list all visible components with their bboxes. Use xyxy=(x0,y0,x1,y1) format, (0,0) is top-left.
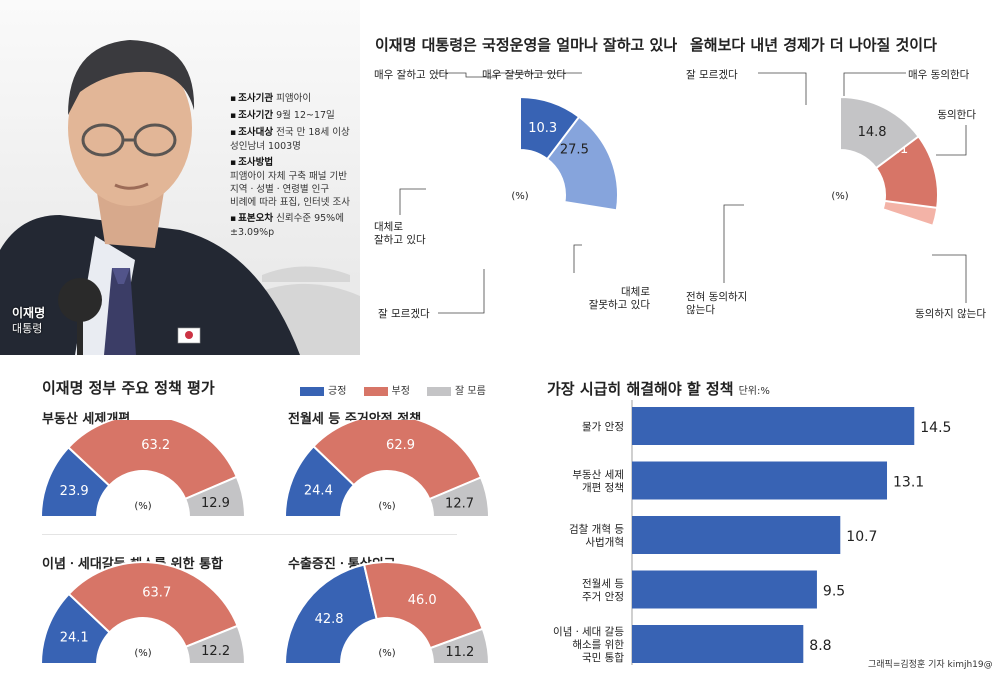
slice-label: 대체로 잘하고 있다 xyxy=(374,221,426,246)
bar xyxy=(632,570,817,609)
policy-eval-legend: 긍정 부정 잘 모름 xyxy=(300,379,498,398)
bar-chart-heading: 가장 시급히 해결해야 할 정책 단위:% xyxy=(547,378,770,399)
bar-chart-title: 가장 시급히 해결해야 할 정책 xyxy=(547,380,734,398)
gauge-segment xyxy=(184,624,247,665)
policy-gauges: 23.9 63.2 12.9 (%) 24.4 62.9 12.7 (%) 24.1 63.7 12… xyxy=(39,420,491,665)
gauge-unit: (%) xyxy=(378,501,395,512)
bar-value: 14.5 xyxy=(920,420,951,436)
survey-info-period: 조사기간 9월 12~17일 xyxy=(230,109,362,123)
president-photo xyxy=(0,0,360,355)
caption-name: 이재명 xyxy=(12,306,46,320)
slice-label: 동의한다 xyxy=(937,109,976,121)
bar-value: 8.8 xyxy=(809,638,831,654)
bar-chart-unit: 단위:% xyxy=(738,386,770,397)
bar-category: 부동산 세제 개편 정책 xyxy=(572,469,624,494)
survey-info-target: 조사대상 전국 만 18세 이상 성인남녀 1003명 xyxy=(230,126,362,153)
slice-label: 잘 모르겠다 xyxy=(686,69,738,81)
callout-line xyxy=(936,125,967,156)
callout-line xyxy=(932,254,967,303)
gauge-value: 12.7 xyxy=(445,496,474,511)
slice-value: 14.8 xyxy=(858,125,887,140)
policy-eval-title: 이재명 정부 주요 정책 평가 xyxy=(42,379,215,397)
legend-negative-swatch xyxy=(363,386,388,396)
gauge-value: 12.2 xyxy=(201,644,230,659)
bar-value: 10.7 xyxy=(846,529,877,545)
policy-divider xyxy=(42,534,457,535)
slice-label: 동의하지 않는다 xyxy=(915,307,986,320)
bar xyxy=(632,516,841,554)
callout-line xyxy=(573,244,582,273)
bar xyxy=(632,625,804,663)
callout-line xyxy=(434,72,496,78)
gauge-segment xyxy=(428,627,491,665)
gauge-segment xyxy=(428,476,491,518)
callout-line xyxy=(495,72,582,77)
bar-category: 이념ㆍ세대 갈등 해소를 위한 국민 통합 xyxy=(553,625,624,664)
center-unit: (%) xyxy=(831,191,848,202)
survey-info-box: 조사기관 피앰아이 조사기간 9월 12~17일 조사대상 전국 만 18세 이… xyxy=(230,92,362,242)
center-unit: (%) xyxy=(511,191,528,202)
slice-label: 대체로 잘못하고 있다 xyxy=(589,286,651,311)
survey-info-method: 조사방법 피앰아이 자체 구축 패널 기반 지역ㆍ성별ㆍ연령별 인구 비례에 따… xyxy=(230,156,362,209)
slice-value: 27.5 xyxy=(560,143,589,158)
legend-positive-swatch xyxy=(300,386,324,396)
gauge-segment xyxy=(183,475,247,518)
legend-positive: 긍정 xyxy=(300,382,346,397)
survey-info-error: 표본오차 신뢰수준 95%에 ±3.09%p xyxy=(230,212,362,239)
slice-label: 매우 잘하고 있다 xyxy=(374,68,449,81)
gauge-value: 63.7 xyxy=(142,585,171,600)
bar-category: 물가 안정 xyxy=(582,421,624,433)
president-photo-illustration xyxy=(0,0,360,355)
slice-label: 매우 잘못하고 있다 xyxy=(482,68,566,81)
slice-label: 매우 동의한다 xyxy=(908,69,970,81)
survey-info-agency: 조사기관 피앰아이 xyxy=(230,92,362,106)
gauge-segment xyxy=(312,420,483,501)
bar xyxy=(632,461,888,500)
bar-value: 13.1 xyxy=(893,475,924,491)
callout-line xyxy=(723,204,744,283)
gauge-segment xyxy=(283,563,378,665)
donut-slice xyxy=(519,95,581,161)
graphic-credit: 그래픽=김정훈 기자 kimjh19@ xyxy=(868,660,993,670)
callout-line xyxy=(758,72,807,105)
gauge-segment xyxy=(67,420,239,501)
slice-label: 전혀 동의하지 않는다 xyxy=(686,290,747,316)
gauge-segment xyxy=(67,561,239,649)
gauge-unit: (%) xyxy=(378,648,395,659)
gauge-unit: (%) xyxy=(134,501,151,512)
gauge-value: 46.0 xyxy=(408,593,437,608)
legend-unsure-swatch xyxy=(427,386,451,396)
donut-slice xyxy=(839,95,920,170)
gauge-segment xyxy=(362,561,485,650)
gauge-value: 42.8 xyxy=(315,612,344,627)
gauge-value: 24.1 xyxy=(60,631,89,646)
gauge-unit: (%) xyxy=(134,648,151,659)
bar-value: 9.5 xyxy=(823,584,845,600)
gauge-value: 62.9 xyxy=(386,438,415,453)
callout-line xyxy=(399,188,426,215)
donut2-chart: 6.0매우 동의한다22.0동의한다30.1동의하지 않는다27.1전혀 동의하… xyxy=(686,69,986,320)
legend-negative: 부정 xyxy=(363,382,410,397)
gauge-value: 12.9 xyxy=(201,496,230,511)
donut1-title: 이재명 대통령은 국정운영을 얼마나 잘하고 있나 xyxy=(375,36,678,54)
gauge-value: 23.9 xyxy=(60,484,89,499)
gauge-value: 24.4 xyxy=(304,483,333,498)
caption-title: 대통령 xyxy=(12,322,43,335)
bar-category: 전월세 등 주거 안정 xyxy=(582,578,624,603)
callout-line xyxy=(843,72,906,99)
donut1-chart: 27.2매우 잘못하고 있다22.9대체로잘못하고 있다12.1잘 모르겠다27… xyxy=(374,68,651,320)
photo-caption: 이재명 대통령 xyxy=(12,306,45,336)
bar-chart: 14.5 물가 안정 13.1 부동산 세제 개편 정책 10.7 검찰 개혁 등 사법개혁 9… xyxy=(553,400,951,665)
legend-unsure: 잘 모름 xyxy=(427,382,486,397)
gauge-value: 63.2 xyxy=(141,438,170,453)
slice-label: 잘 모르겠다 xyxy=(378,308,430,320)
bar-category: 검찰 개혁 등 사법개혁 xyxy=(569,524,624,549)
bar xyxy=(632,407,915,445)
callout-line xyxy=(438,269,485,314)
slice-value: 10.3 xyxy=(528,121,557,136)
gauge-value: 11.2 xyxy=(445,645,474,660)
donut2-title: 올해보다 내년 경제가 더 나아질 것이다 xyxy=(690,36,937,54)
